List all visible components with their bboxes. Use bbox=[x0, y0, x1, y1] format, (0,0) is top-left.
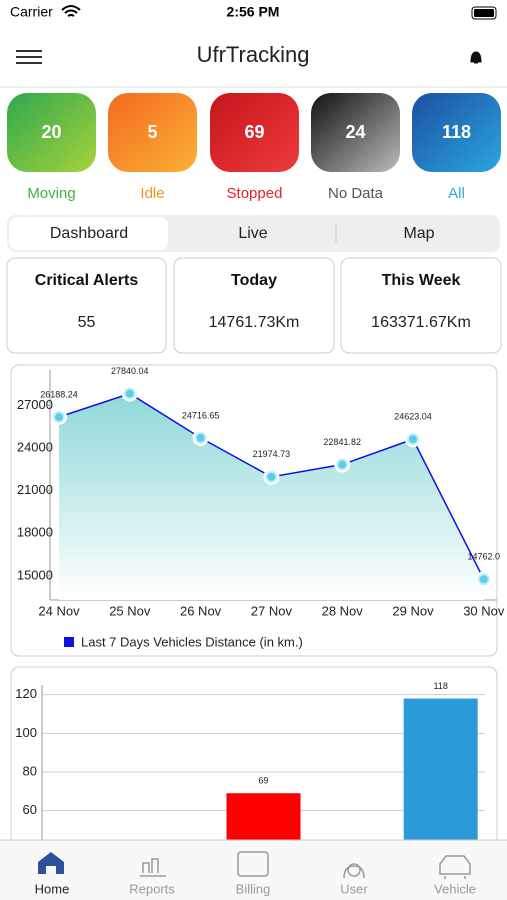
tile-label: Idle bbox=[140, 185, 164, 202]
tile-count: 69 bbox=[244, 122, 264, 142]
user-icon[interactable] bbox=[343, 863, 365, 879]
status-tile[interactable] bbox=[210, 93, 299, 172]
tile-label: Stopped bbox=[227, 185, 283, 202]
y-tick-label: 24000 bbox=[17, 440, 53, 455]
y-tick-label: 120 bbox=[15, 686, 37, 701]
tile-count: 20 bbox=[41, 122, 61, 142]
segment-tab[interactable]: Live bbox=[238, 225, 267, 242]
app-title: UfrTracking bbox=[197, 42, 310, 67]
legend-label: Last 7 Days Vehicles Distance (in km.) bbox=[81, 634, 303, 649]
point-core bbox=[267, 472, 276, 481]
x-tick-label: 29 Nov bbox=[392, 603, 434, 618]
y-tick-label: 15000 bbox=[17, 567, 53, 582]
line-chart: 15000 18000 21000 24000 27000 24 Nov 25 Nov 26 … bbox=[17, 366, 505, 649]
point-core bbox=[338, 460, 347, 469]
y-tick-label: 100 bbox=[15, 725, 37, 740]
wifi-icon bbox=[61, 5, 81, 17]
header-bg bbox=[0, 0, 507, 88]
tab-label[interactable]: Reports bbox=[129, 881, 175, 896]
point-core bbox=[479, 575, 488, 584]
x-tick-label: 27 Nov bbox=[251, 603, 293, 618]
y-tick-label: 27000 bbox=[17, 397, 53, 412]
point-core bbox=[196, 433, 205, 442]
segment-tab[interactable]: Map bbox=[403, 225, 434, 242]
value-label: 22841.82 bbox=[323, 437, 361, 447]
billing-icon[interactable] bbox=[237, 851, 269, 877]
tab-bar bbox=[0, 840, 507, 900]
stat-value: 14761.73Km bbox=[209, 314, 300, 331]
status-tile[interactable] bbox=[7, 93, 96, 172]
tile-label: Moving bbox=[27, 185, 75, 202]
tile-count: 24 bbox=[345, 122, 365, 142]
value-label: 69 bbox=[258, 776, 268, 786]
value-label: 24623.04 bbox=[394, 412, 432, 422]
point-core bbox=[125, 389, 134, 398]
stat-title: This Week bbox=[382, 272, 461, 289]
selected-segment bbox=[9, 217, 168, 250]
stat-value: 55 bbox=[78, 314, 96, 331]
x-tick-label: 28 Nov bbox=[322, 603, 364, 618]
status-tile[interactable] bbox=[108, 93, 197, 172]
legend-swatch bbox=[64, 637, 74, 647]
menu-button[interactable] bbox=[16, 50, 42, 64]
x-tick-label: 25 Nov bbox=[109, 603, 151, 618]
tab-label[interactable]: User bbox=[340, 881, 368, 896]
value-label: 26188.24 bbox=[40, 389, 78, 399]
point-core bbox=[55, 413, 63, 422]
stat-title: Today bbox=[231, 272, 277, 289]
reports-icon[interactable] bbox=[140, 858, 166, 877]
stat-title: Critical Alerts bbox=[35, 272, 139, 289]
value-label: 27840.04 bbox=[111, 366, 149, 376]
stat-card bbox=[173, 257, 335, 354]
tile-count: 118 bbox=[442, 122, 471, 142]
notification-button[interactable] bbox=[470, 51, 482, 64]
tile-label: No Data bbox=[328, 185, 384, 202]
value-label: 118 bbox=[434, 681, 448, 691]
y-tick-label: 60 bbox=[23, 802, 37, 817]
tab-label[interactable]: Billing bbox=[236, 881, 271, 896]
tile-label: All bbox=[448, 185, 465, 202]
y-tick-label: 80 bbox=[23, 763, 37, 778]
x-tick-label: 26 Nov bbox=[180, 603, 222, 618]
tile-count: 5 bbox=[147, 122, 157, 142]
x-tick-label: 30 Nov bbox=[463, 603, 505, 618]
battery-level bbox=[474, 9, 494, 17]
x-tick-label: 24 Nov bbox=[38, 603, 80, 618]
segment-tab[interactable]: Dashboard bbox=[50, 225, 128, 242]
point-core bbox=[409, 435, 417, 444]
time: 2:56 PM bbox=[227, 4, 280, 20]
value-label: 21974.73 bbox=[253, 449, 291, 459]
status-tile[interactable] bbox=[311, 93, 400, 172]
y-tick-label: 21000 bbox=[17, 482, 53, 497]
battery bbox=[471, 6, 497, 20]
stat-card bbox=[6, 257, 167, 354]
bar bbox=[403, 698, 478, 840]
home-icon[interactable] bbox=[38, 852, 64, 874]
value-label: 14762.0 bbox=[468, 552, 501, 562]
vehicle-icon[interactable] bbox=[439, 855, 471, 879]
status-tile[interactable] bbox=[412, 93, 501, 172]
stat-value: 163371.67Km bbox=[371, 314, 471, 331]
area bbox=[59, 393, 484, 600]
tab-label[interactable]: Home bbox=[35, 881, 70, 896]
bar bbox=[226, 793, 301, 840]
carrier: Carrier bbox=[10, 4, 53, 20]
stat-card bbox=[340, 257, 502, 354]
bar-chart: 60801001202056924118 bbox=[15, 681, 485, 840]
value-label: 24716.65 bbox=[182, 410, 220, 420]
y-tick-label: 18000 bbox=[17, 525, 53, 540]
tab-label[interactable]: Vehicle bbox=[434, 881, 476, 896]
